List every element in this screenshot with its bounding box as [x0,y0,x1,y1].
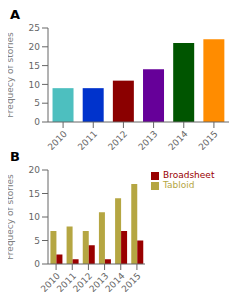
svg-text:0: 0 [34,117,40,127]
html-text:Tabloid: Tabloid [163,180,195,190]
svg-text:15: 15 [29,61,40,71]
html-text:Broadsheet: Broadsheet [163,170,215,180]
svg-text:5: 5 [34,236,40,246]
svg-text:2012: 2012 [106,129,129,150]
svg-text:Frequecy of stories: Frequecy of stories [8,174,15,260]
svg-text:2010: 2010 [46,129,69,150]
svg-text:25: 25 [29,23,40,33]
svg-text:2013: 2013 [136,129,159,150]
html-text:B: B [10,149,20,164]
svg-text:20: 20 [29,165,41,175]
svg-text:5: 5 [34,98,40,108]
svg-text:20: 20 [29,42,41,52]
svg-text:10: 10 [29,80,41,90]
svg-text:2015: 2015 [197,129,220,150]
svg-text:10: 10 [29,212,41,222]
svg-text:Frequecy of stories: Frequecy of stories [8,32,15,118]
html-text:A: A [10,7,21,22]
svg-text:0: 0 [34,259,40,269]
svg-text:15: 15 [29,189,40,199]
svg-text:2014: 2014 [166,129,189,150]
svg-text:2015: 2015 [120,271,143,292]
svg-text:2011: 2011 [76,129,99,150]
